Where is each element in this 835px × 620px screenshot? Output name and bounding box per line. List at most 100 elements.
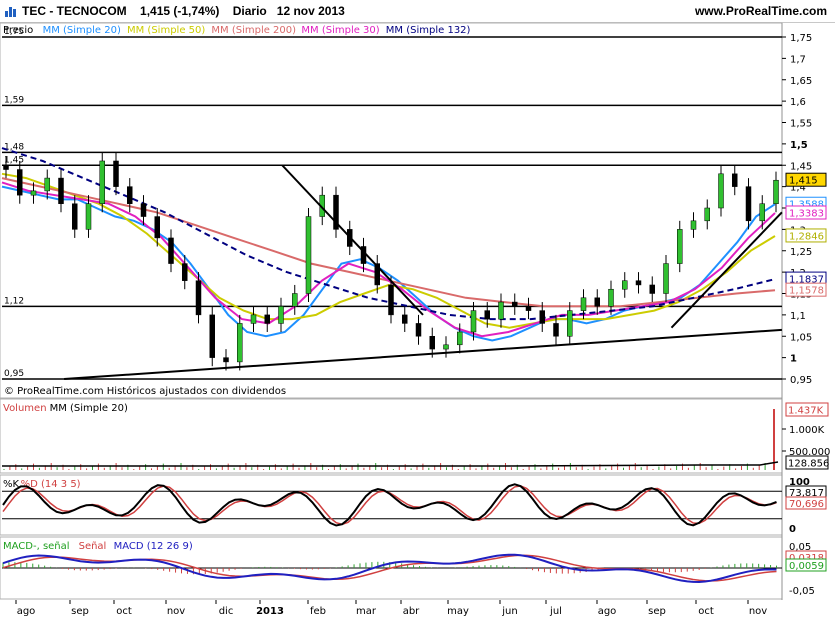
ma-line-1 (1, 185, 776, 342)
candle-body (113, 160, 119, 187)
candle-body (553, 323, 559, 337)
x-tick-label: may (447, 606, 469, 617)
candle-body (223, 357, 229, 363)
candle-body (498, 301, 504, 320)
price-badge-label: 1,2846 (789, 231, 824, 242)
macd-legend: MACD-, señal (3, 541, 70, 552)
chart-title: TEC - TECNOCOM 1,415 (-1,74%) Diario 12 … (22, 4, 345, 18)
macd-badge (785, 558, 827, 572)
volume-badge-label: 1.437K (788, 406, 824, 417)
candle-body (677, 229, 683, 264)
x-tick-label: dic (219, 606, 234, 617)
ma-line-4 (1, 181, 776, 338)
volume-legend: MM (Simple 20) (50, 403, 128, 414)
candle-body (99, 160, 105, 204)
price-panel[interactable] (0, 22, 783, 399)
candle-body (443, 344, 449, 350)
price-badge-label: 1,3383 (789, 209, 824, 220)
stoch-tick-label: 0 (789, 524, 796, 535)
symbol-name: TEC - TECNOCOM (22, 4, 127, 18)
macd-line (2, 553, 777, 584)
price-badge-label: 1,1837 (789, 275, 824, 286)
candle-body (30, 190, 37, 196)
volume-badge-label: 128.856 (788, 459, 829, 470)
candle-body (278, 306, 284, 324)
candle-body (85, 203, 92, 230)
candle-body (127, 186, 133, 204)
price-badge (785, 282, 827, 297)
date-label: 12 nov 2013 (276, 4, 345, 18)
volume-legend: Volumen (3, 403, 47, 414)
level-label: 1,12 (4, 296, 24, 306)
x-tick-label: ago (17, 606, 36, 617)
period-label: Diario (232, 4, 267, 18)
candle-body (72, 203, 78, 230)
price-tick-label: 1,25 (790, 247, 812, 258)
x-tick-label: abr (403, 606, 420, 617)
x-tick-label: nov (167, 606, 185, 617)
trendline (64, 328, 782, 380)
trendline (670, 211, 783, 329)
level-label: 1,48 (4, 142, 24, 152)
price-badge (785, 205, 827, 220)
legend-entry: MM (Simple 50) (127, 25, 205, 36)
price-badge (785, 172, 827, 187)
stoch-badge (785, 496, 827, 510)
stoch-tick-label: 100 (789, 477, 810, 488)
candle-body (773, 179, 779, 204)
volume-tick-label: 1.000K (789, 425, 825, 436)
candle-body (264, 314, 270, 324)
candle-body (429, 336, 435, 350)
x-tick-label: ago (598, 606, 617, 617)
candle-body (388, 284, 394, 316)
price-tick-label: 1,4 (790, 183, 806, 194)
candle-body (690, 220, 697, 230)
candle-body (608, 288, 614, 307)
stochastic-panel[interactable] (0, 474, 783, 536)
price-badge-label: 1,415 (789, 176, 818, 187)
candle-body (402, 314, 408, 324)
candle-body (154, 216, 160, 239)
level-label: 1,75 (4, 27, 24, 37)
candle-body (44, 177, 50, 192)
stoch-legend: %D (14 3 5) (21, 479, 81, 490)
macd-tick-label: 0,05 (789, 542, 811, 553)
candle-body (567, 310, 573, 337)
candle-body (168, 237, 174, 264)
legend-entry: MM (Simple 20) (43, 25, 121, 36)
price-tick-label: 1 (790, 354, 797, 365)
candle-body (594, 297, 600, 307)
price-tick-label: 1,5 (790, 140, 808, 151)
price-tick-label: 1,65 (790, 76, 812, 87)
price-tick-label: 1,7 (790, 54, 806, 65)
candle-body (333, 194, 339, 230)
candle-body (237, 323, 243, 363)
price-tick-label: 1,45 (790, 161, 812, 172)
candle-body (649, 284, 655, 294)
candle-body (17, 169, 23, 196)
volume-ma-line (2, 461, 779, 467)
macd-legend: Señal (79, 541, 107, 552)
site-url[interactable]: www.ProRealTime.com (694, 4, 827, 18)
candle-body (305, 216, 312, 294)
candle-body (718, 173, 724, 209)
candle-body (580, 297, 587, 311)
chart-header: TEC - TECNOCOM 1,415 (-1,74%) Diario 12 … (0, 0, 835, 23)
quote-value: 1,415 (-1,74%) (140, 4, 220, 18)
candle-body (195, 280, 202, 316)
price-tick-label: 1,55 (790, 119, 812, 130)
x-tick-label: jun (501, 606, 517, 617)
candle-body (250, 314, 257, 324)
price-tick-label: 1,05 (790, 332, 812, 343)
price-badge-label: 1,3588 (789, 200, 824, 211)
candle-body (457, 331, 463, 346)
x-tick-label: mar (356, 606, 377, 617)
candle-body (3, 165, 9, 170)
stoch-k-line (2, 483, 777, 527)
candle-body (484, 310, 490, 320)
x-tick-label: oct (698, 606, 714, 617)
x-tick-label: oct (116, 606, 132, 617)
macd-tick-label: -0,05 (789, 586, 815, 597)
bar-chart-icon (5, 7, 16, 17)
